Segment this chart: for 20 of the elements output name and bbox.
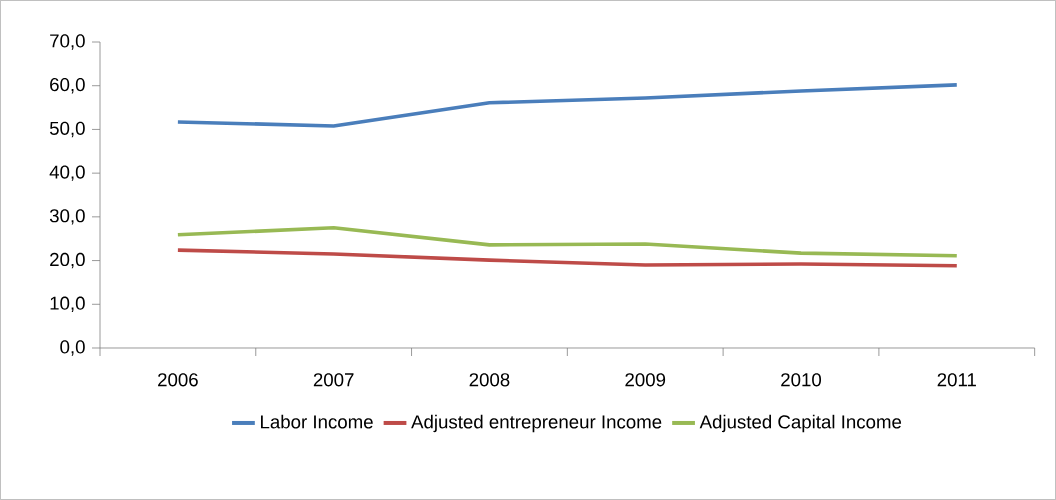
- y-tick-label: 60,0: [50, 77, 85, 94]
- y-tick-label: 10,0: [50, 296, 85, 312]
- x-tick-label: 2009: [625, 373, 666, 387]
- x-tick-label: 2008: [469, 373, 510, 387]
- x-tick-label: 2007: [313, 373, 354, 387]
- legend-label: Labor Income: [261, 414, 373, 429]
- y-tick-label: 70,0: [50, 34, 85, 50]
- x-tick-label: 2010: [781, 373, 822, 387]
- line-series: [176, 248, 959, 268]
- line-series: [176, 83, 959, 128]
- y-tick-label: 20,0: [50, 252, 85, 269]
- x-tick-label: 2006: [158, 373, 198, 387]
- y-tick-label: 40,0: [49, 165, 85, 181]
- y-tick-label: 30,0: [49, 209, 85, 225]
- x-tick-label: 2011: [937, 373, 976, 387]
- y-tick-label: 50,0: [49, 121, 85, 138]
- y-tick-label: 0,0: [60, 340, 85, 356]
- legend-label: Adjusted entrepreneur Income: [411, 414, 662, 433]
- line-series: [176, 225, 959, 258]
- legend-label: Adjusted Capital Income: [699, 414, 902, 433]
